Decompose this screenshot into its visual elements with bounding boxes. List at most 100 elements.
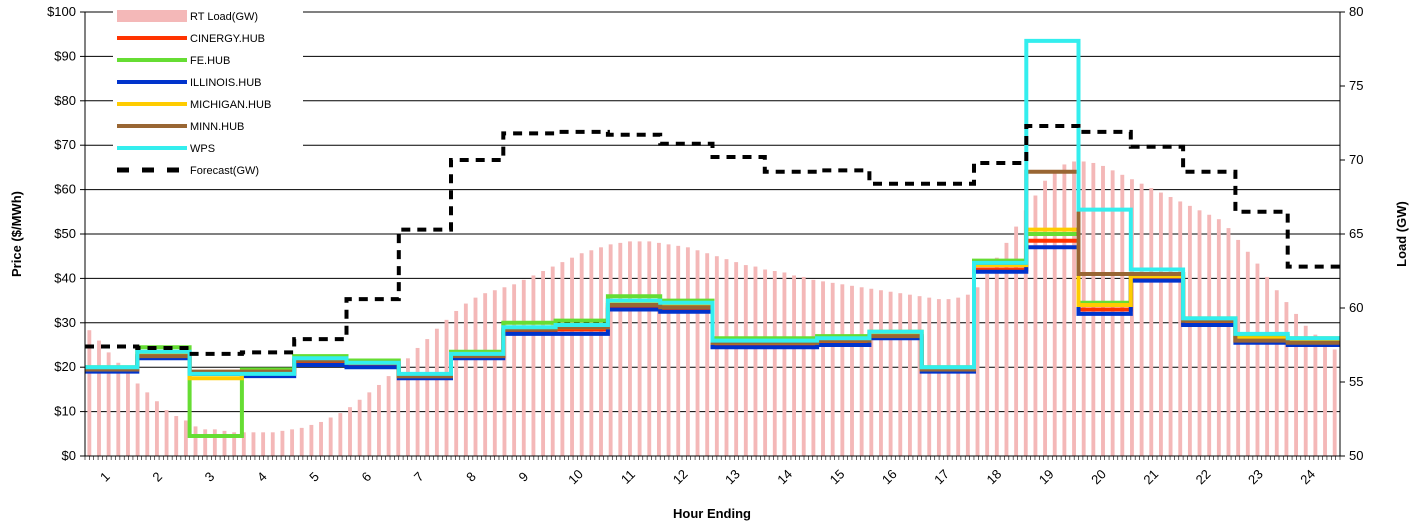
- x-tick-label: 21: [1140, 466, 1161, 487]
- x-tick-label: 11: [618, 467, 638, 487]
- rt-load-bar: [1216, 219, 1221, 456]
- x-tick-label: 15: [827, 466, 848, 487]
- x-tick-label: 19: [1036, 466, 1057, 487]
- x-tick-label: 14: [774, 466, 795, 487]
- rt-load-bar: [434, 328, 439, 456]
- rt-load-bar: [338, 413, 343, 456]
- rt-load-bar: [241, 432, 246, 456]
- x-tick-label: 6: [359, 469, 375, 485]
- rt-load-bar: [898, 293, 903, 456]
- x-tick-label: 16: [879, 466, 900, 487]
- y-tick-label: $20: [54, 359, 76, 374]
- rt-load-bar: [97, 340, 101, 456]
- legend-swatch: [117, 10, 187, 22]
- right-y-ticks: 50 55 60 65 70 75 80: [1340, 4, 1363, 463]
- rt-load-bar: [164, 410, 169, 456]
- rt-load-bar: [1178, 201, 1183, 456]
- x-tick-label: 5: [306, 469, 322, 485]
- rt-load-bar: [985, 273, 990, 456]
- rt-load-bar: [608, 244, 613, 456]
- legend-background: [113, 4, 303, 186]
- rt-load-bar: [666, 244, 671, 456]
- y-tick-label: $0: [62, 448, 76, 463]
- legend-label: MICHIGAN.HUB: [190, 99, 271, 111]
- rt-load-bar: [154, 401, 159, 456]
- rt-load-bars: [87, 161, 1337, 457]
- rt-load-bar: [1130, 179, 1134, 457]
- rt-load-bar: [618, 242, 623, 456]
- rt-load-bar: [541, 271, 546, 456]
- rt-load-bar: [579, 253, 584, 456]
- y-tick-label: $80: [54, 93, 76, 108]
- rt-load-bar: [859, 287, 864, 456]
- rt-load-bar: [1004, 242, 1009, 456]
- rt-load-bar: [1197, 210, 1202, 456]
- rt-load-bar: [212, 429, 217, 456]
- rt-load-bar: [531, 275, 536, 456]
- rt-load-bar: [599, 247, 603, 456]
- x-tick-label: 8: [463, 469, 479, 485]
- rt-load-bar: [396, 367, 401, 456]
- rt-load-bar: [319, 421, 323, 456]
- y-tick-label: $40: [54, 270, 76, 285]
- rt-load-bar: [879, 290, 883, 456]
- rt-load-bar: [570, 257, 574, 456]
- x-tick-label: 13: [722, 466, 743, 487]
- rt-load-bar: [811, 279, 816, 456]
- rt-load-bar: [956, 297, 961, 456]
- x-tick-label: 4: [254, 469, 270, 485]
- rt-load-bar: [377, 384, 381, 456]
- rt-load-bar: [782, 272, 787, 456]
- rt-load-bar: [994, 257, 999, 456]
- rt-load-bar: [492, 290, 497, 456]
- legend: RT Load(GW) CINERGY.HUB FE.HUB ILLINOIS.HUB…: [113, 4, 303, 186]
- rt-load-bar: [483, 293, 488, 456]
- rt-load-bar: [174, 416, 179, 456]
- rt-load-bar: [801, 276, 806, 456]
- rt-load-bar: [145, 392, 150, 456]
- x-tick-label: 24: [1297, 466, 1318, 487]
- y-axis-title: Price ($/MWh): [9, 191, 24, 277]
- y-tick-label: $10: [54, 404, 76, 419]
- rt-load-bar: [222, 430, 227, 456]
- rt-load-bar: [1043, 180, 1048, 456]
- rt-load-bar: [299, 427, 304, 456]
- rt-load-bar: [521, 279, 526, 456]
- rt-load-bar: [1062, 164, 1067, 456]
- rt-load-bar: [261, 432, 266, 456]
- rt-load-bar: [1236, 239, 1241, 456]
- left-y-ticks: $0 $10 $20 $30 $40 $50 $60 $70 $80 $90 $100: [47, 4, 85, 463]
- rt-load-bar: [1255, 263, 1260, 456]
- rt-load-bar: [1149, 188, 1154, 456]
- rt-load-bar: [280, 430, 285, 456]
- rt-load-bar: [386, 376, 391, 456]
- x-tick-label: 10: [565, 466, 586, 487]
- rt-load-bar: [270, 432, 275, 456]
- rt-load-bar: [203, 429, 208, 456]
- rt-load-bar: [1323, 343, 1327, 456]
- rt-load-bar: [106, 352, 111, 456]
- rt-load-bar: [772, 271, 777, 456]
- rt-load-bar: [367, 392, 372, 456]
- rt-load-bar: [676, 245, 681, 456]
- legend-label: CINERGY.HUB: [190, 33, 265, 45]
- y2-tick-label: 50: [1349, 448, 1363, 463]
- y2-axis-title: Load (GW): [1394, 201, 1409, 267]
- rt-load-bar: [290, 429, 295, 456]
- rt-load-bar: [743, 265, 748, 456]
- x-tick-label: 18: [983, 466, 1004, 487]
- legend-label: RT Load(GW): [190, 11, 258, 23]
- rt-load-bar: [560, 262, 565, 456]
- y2-tick-label: 60: [1349, 300, 1363, 315]
- rt-load-bar: [1274, 290, 1279, 456]
- series-line-wps: [85, 38, 1340, 376]
- rt-load-bar: [135, 383, 140, 456]
- rt-load-bar: [357, 399, 362, 456]
- rt-load-bar: [965, 294, 970, 456]
- rt-load-bar: [183, 420, 188, 456]
- legend-label: MINN.HUB: [190, 121, 244, 133]
- rt-load-bar: [473, 297, 478, 456]
- rt-load-bar: [1265, 276, 1270, 456]
- y-tick-label: $90: [54, 48, 76, 63]
